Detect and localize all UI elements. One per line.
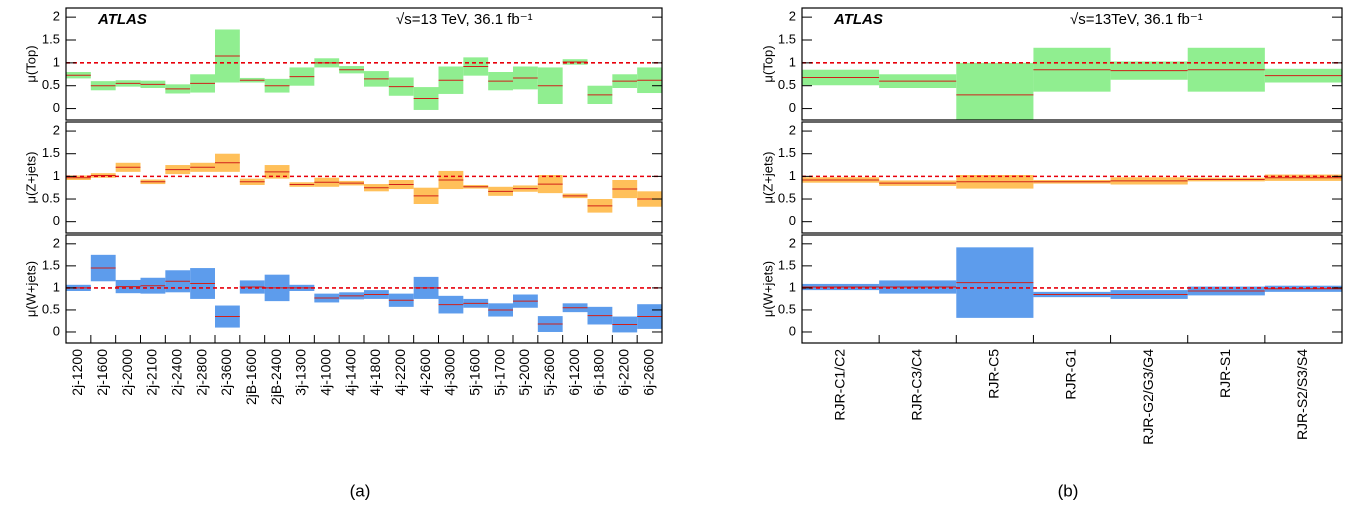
x-tick-label: 5j-2000 (516, 349, 532, 396)
x-tick-label: RJR-C1/C2 (831, 349, 847, 421)
frame (801, 234, 1343, 344)
x-tick-label: 2j-2100 (144, 349, 160, 396)
y-tick-label: 1 (789, 279, 796, 294)
y-tick-label: 1.5 (42, 31, 60, 46)
x-tick-label: 6j-2200 (615, 349, 631, 396)
x-tick-label: RJR-S1 (1217, 349, 1233, 398)
y-tick-label: 0.5 (778, 301, 796, 316)
plot-area (66, 153, 662, 213)
energy-label: √s=13 TeV, 36.1 fb⁻¹ (396, 11, 533, 28)
x-tick-label: 5j-2600 (541, 349, 557, 396)
y-axis-label: μ(Top) (760, 45, 775, 82)
plot-area (802, 247, 1342, 318)
atlas-label: ATLAS (97, 11, 147, 28)
x-tick-label: 2j-3600 (218, 349, 234, 396)
y-tick-label: 2 (53, 235, 60, 250)
y-tick-label: 1 (53, 54, 60, 69)
x-tick-label: 4j-2200 (392, 349, 408, 396)
plot-area (66, 29, 662, 110)
x-tick-label: 4j-3000 (442, 349, 458, 396)
x-tick-label: 4j-1400 (342, 349, 358, 396)
y-tick-label: 0.5 (778, 190, 796, 205)
y-tick-label: 1 (53, 279, 60, 294)
caption: (a) (350, 481, 371, 500)
frame (65, 7, 663, 121)
y-tick-label: 0 (53, 213, 60, 228)
y-tick-label: 1 (789, 54, 796, 69)
y-tick-label: 1.5 (778, 145, 796, 160)
y-tick-label: 1.5 (42, 145, 60, 160)
x-tick-label: RJR-C5 (986, 349, 1002, 399)
x-tick-label: 2jB-1600 (243, 349, 259, 405)
x-tick-label: 2j-2400 (168, 349, 184, 396)
x-tick-label: 4j-2600 (417, 349, 433, 396)
frame (801, 7, 1343, 121)
y-tick-label: 2 (53, 9, 60, 24)
y-tick-label: 2 (53, 122, 60, 137)
x-tick-label: 6j-2600 (640, 349, 656, 396)
plot-area (802, 174, 1342, 189)
x-tick-label: RJR-G2/G3/G4 (1140, 349, 1156, 445)
y-tick-label: 0 (789, 100, 796, 115)
x-tick-label: 3j-1300 (293, 349, 309, 396)
x-tick-label: 2j-2800 (193, 349, 209, 396)
x-tick-label: 2j-1600 (94, 349, 110, 396)
y-tick-label: 0.5 (42, 301, 60, 316)
y-tick-label: 0 (53, 323, 60, 338)
energy-label: √s=13TeV, 36.1 fb⁻¹ (1070, 11, 1203, 28)
y-tick-label: 2 (789, 9, 796, 24)
y-axis-label: μ(Top) (23, 45, 38, 82)
x-tick-label: 2jB-2400 (268, 349, 284, 405)
y-axis-label: μ(Z+jets) (23, 152, 38, 204)
y-tick-label: 0 (53, 100, 60, 115)
x-tick-label: RJR-G1 (1063, 349, 1079, 400)
x-tick-label: 5j-1700 (491, 349, 507, 396)
caption: (b) (1058, 481, 1079, 500)
x-tick-label: 6j-1800 (591, 349, 607, 396)
frame (65, 121, 663, 234)
y-tick-label: 0 (789, 323, 796, 338)
y-tick-label: 0 (789, 213, 796, 228)
y-axis-label: μ(W+jets) (760, 261, 775, 317)
x-tick-label: RJR-S2/S3/S4 (1294, 349, 1310, 440)
atlas-label: ATLAS (833, 11, 883, 28)
y-tick-label: 0.5 (42, 77, 60, 92)
y-tick-label: 1.5 (778, 31, 796, 46)
y-axis-label: μ(W+jets) (23, 261, 38, 317)
y-axis-label: μ(Z+jets) (760, 152, 775, 204)
x-tick-label: RJR-C3/C4 (908, 349, 924, 421)
x-tick-label: 6j-1200 (566, 349, 582, 396)
y-tick-label: 2 (789, 235, 796, 250)
x-tick-label: 2j-2000 (119, 349, 135, 396)
y-tick-label: 1.5 (42, 257, 60, 272)
uncertainty-band (956, 62, 1034, 120)
y-tick-label: 1 (789, 168, 796, 183)
x-tick-label: 4j-1800 (367, 349, 383, 396)
x-tick-label: 4j-1000 (317, 349, 333, 396)
frame (801, 121, 1343, 234)
plot-area (802, 47, 1342, 120)
x-tick-label: 5j-1600 (466, 349, 482, 396)
y-tick-label: 2 (789, 122, 796, 137)
plot-area (66, 254, 662, 333)
y-tick-label: 1 (53, 168, 60, 183)
y-tick-label: 0.5 (778, 77, 796, 92)
x-tick-label: 2j-1200 (69, 349, 85, 396)
y-tick-label: 0.5 (42, 190, 60, 205)
y-tick-label: 1.5 (778, 257, 796, 272)
